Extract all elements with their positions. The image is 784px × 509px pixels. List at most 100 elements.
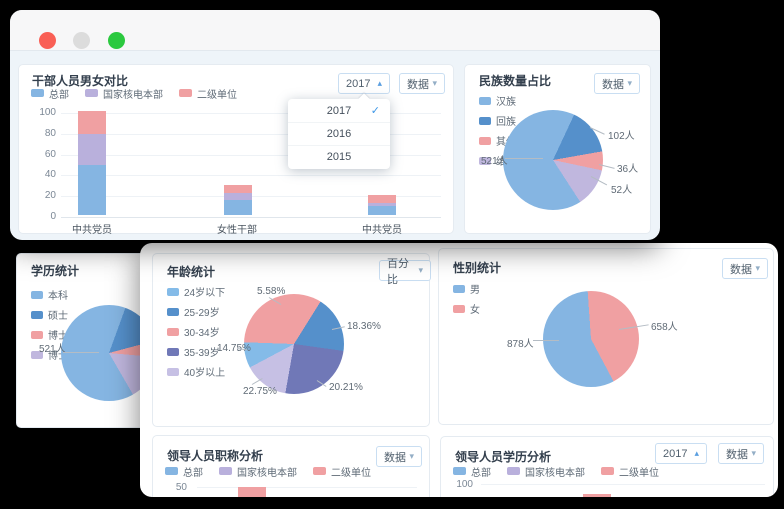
card-title: 领导人员学历分析 [455,450,552,464]
caret-down-icon: ▾ [432,78,437,88]
legend: 男 女 [453,281,480,316]
y-tick: 50 [175,482,187,493]
bar-segment [224,193,252,201]
top-window: 干部人员男女对比 2017 ▴ 数据 ▾ 总部 国家核电本部 二级单位 100 … [10,10,660,240]
pie-label: 102人 [608,131,635,142]
gridline [61,175,441,176]
legend-item[interactable]: 本科 [31,287,78,302]
year-dropdown-menu: 2017 ✓ 2016 2015 [288,93,390,169]
year-select[interactable]: 2017 ▴ [338,73,390,94]
legend-item[interactable]: 35-39岁 [167,344,225,359]
legend-swatch [31,89,44,97]
y-tick: 100 [456,479,473,490]
bar-stack[interactable] [224,184,252,215]
age-pie-chart[interactable] [244,294,344,394]
y-tick: 100 [39,107,56,118]
gender-pie-chart[interactable] [543,291,639,387]
card-title: 学历统计 [31,264,80,278]
mode-select[interactable]: 百分比 ▾ [379,258,431,286]
data-select[interactable]: 数据 ▾ [718,443,764,464]
leader-line [505,158,543,159]
caret-up-icon: ▴ [694,448,699,458]
gridline [61,113,441,114]
year-select-value: 2017 [346,77,371,90]
card-edu-analysis: 领导人员学历分析 2017 ▴ 数据 ▾ 总部 国家核电本部 二级单位 100 [440,436,774,497]
legend: 总部 国家核电本部 二级单位 [165,464,371,479]
legend-item[interactable]: 男 [453,281,480,296]
legend-item[interactable]: 总部 [31,86,69,101]
bar-stack[interactable] [78,111,106,215]
legend-item[interactable]: 博士 [31,327,78,342]
legend-item[interactable]: 女 [453,301,480,316]
close-button[interactable] [39,32,56,49]
bar[interactable] [583,494,611,497]
menu-item-2016[interactable]: 2016 [288,123,390,146]
caret-down-icon: ▾ [409,451,414,461]
pie-label: 521人 [39,344,66,355]
bar-segment [224,200,252,215]
legend-item[interactable]: 硕士 [31,307,78,322]
legend-item[interactable]: 二级单位 [313,464,371,479]
menu-item-2015[interactable]: 2015 [326,151,352,163]
data-select[interactable]: 数据 ▾ [376,446,422,467]
card-title: 干部人员男女对比 [32,74,129,88]
legend-item[interactable]: 总部 [453,464,491,479]
legend-item[interactable]: 总部 [165,464,203,479]
card-title-analysis: 领导人员职称分析 数据 ▾ 总部 国家核电本部 二级单位 50 [152,435,430,497]
front-window: 年龄统计 百分比 ▾ 24岁以下 25-29岁 30-34岁 35-39岁 40… [140,243,778,497]
year-select[interactable]: 2017 ▴ [655,443,707,464]
data-select[interactable]: 数据 ▾ [399,73,445,94]
legend-item[interactable]: 30-34岁 [167,324,225,339]
x-label: 中共党员 [72,225,112,236]
y-tick: 80 [44,128,56,139]
legend-item[interactable]: 二级单位 [179,86,237,101]
legend-item[interactable]: 国家核电本部 [219,464,297,479]
bar-segment [78,165,106,215]
legend: 总部 国家核电本部 二级单位 [31,86,237,101]
legend-item[interactable]: 24岁以下 [167,284,225,299]
legend-item[interactable]: 国家核电本部 [85,86,163,101]
pie-label: 52人 [611,185,633,196]
caret-down-icon: ▾ [755,263,760,273]
pie-label: 878人 [507,339,534,350]
legend-item[interactable]: 25-29岁 [167,304,225,319]
pie-label: 658人 [651,322,678,333]
card-ethnic: 民族数量占比 数据 ▾ 汉族 回族 其他 维族 102人 36人 52人 521… [464,64,651,234]
data-select[interactable]: 数据 ▾ [594,73,640,94]
data-select-value: 数据 [407,78,429,91]
legend: 总部 国家核电本部 二级单位 [453,464,659,479]
bar-segment [368,205,396,215]
gridline [61,155,441,156]
data-select[interactable]: 数据 ▾ [722,258,768,279]
legend-swatch [85,89,98,97]
gridline [481,484,765,485]
x-label: 女性干部 [217,225,257,236]
bar-stack[interactable] [368,195,396,215]
card-gender-compare: 干部人员男女对比 2017 ▴ 数据 ▾ 总部 国家核电本部 二级单位 100 … [18,64,454,236]
check-icon: ✓ [370,105,380,117]
bar-segment [224,184,252,194]
caret-down-icon: ▾ [627,78,632,88]
menu-item-2017[interactable]: 2017 ✓ [288,100,390,123]
minimize-button[interactable] [73,32,90,49]
legend-item[interactable]: 二级单位 [601,464,659,479]
legend-item[interactable]: 国家核电本部 [507,464,585,479]
caret-up-icon: ▴ [377,78,382,88]
bar-segment [78,133,106,166]
legend-item[interactable]: 回族 [479,113,516,128]
window-titlebar [10,10,660,51]
card-age: 年龄统计 百分比 ▾ 24岁以下 25-29岁 30-34岁 35-39岁 40… [152,253,431,427]
caret-down-icon: ▾ [751,448,756,458]
ethnic-pie-chart[interactable] [503,110,603,210]
legend-item[interactable]: 40岁以上 [167,364,225,379]
bar[interactable] [238,487,266,497]
card-title: 性别统计 [453,261,502,275]
maximize-button[interactable] [108,32,125,49]
bar-segment [368,195,396,203]
pie-label: 20.21% [329,382,363,393]
legend-item[interactable]: 汉族 [479,93,516,108]
leader-line [533,340,559,341]
pie-label: 14.75% [217,343,251,354]
legend: 24岁以下 25-29岁 30-34岁 35-39岁 40岁以上 [167,284,225,379]
